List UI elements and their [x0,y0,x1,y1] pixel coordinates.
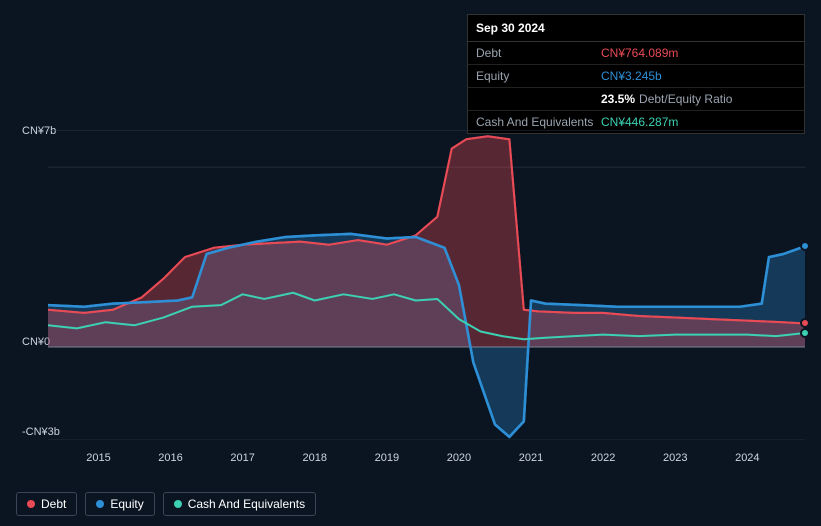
legend-item-equity[interactable]: Equity [85,492,154,516]
x-tick-label: 2019 [375,452,399,464]
end-marker-equity [800,241,810,251]
legend-item-debt[interactable]: Debt [16,492,77,516]
x-tick-label: 2018 [303,452,327,464]
legend-label: Debt [41,497,66,511]
tooltip-label: Equity [476,69,601,83]
tooltip-label: Debt [476,46,601,60]
x-tick-label: 2020 [447,452,471,464]
x-tick-label: 2015 [86,452,110,464]
data-tooltip: Sep 30 2024 Debt CN¥764.089m Equity CN¥3… [467,14,805,134]
tooltip-row-debt: Debt CN¥764.089m [468,42,804,65]
tooltip-value: CN¥3.245b [601,69,796,83]
legend-dot [27,500,35,508]
x-tick-label: 2023 [663,452,687,464]
tooltip-row-equity: Equity CN¥3.245b [468,65,804,88]
x-tick-label: 2016 [158,452,182,464]
time-series-chart[interactable] [48,130,805,440]
tooltip-value: 23.5% Debt/Equity Ratio [601,92,796,106]
x-tick-label: 2017 [230,452,254,464]
legend-label: Cash And Equivalents [188,497,305,511]
legend-label: Equity [110,497,143,511]
x-tick-label: 2022 [591,452,615,464]
legend-dot [96,500,104,508]
tooltip-row-ratio: 23.5% Debt/Equity Ratio [468,88,804,111]
end-marker-cash [800,328,810,338]
tooltip-date: Sep 30 2024 [468,15,804,42]
tooltip-label: Cash And Equivalents [476,115,601,129]
tooltip-label [476,92,601,106]
ratio-label: Debt/Equity Ratio [639,92,732,106]
legend: Debt Equity Cash And Equivalents [16,492,316,516]
legend-dot [174,500,182,508]
legend-item-cash[interactable]: Cash And Equivalents [163,492,316,516]
ratio-pct: 23.5% [601,92,635,106]
x-tick-label: 2021 [519,452,543,464]
end-marker-debt [800,318,810,328]
tooltip-value: CN¥446.287m [601,115,796,129]
x-tick-label: 2024 [735,452,759,464]
tooltip-value: CN¥764.089m [601,46,796,60]
y-tick-label: CN¥0 [22,336,50,348]
